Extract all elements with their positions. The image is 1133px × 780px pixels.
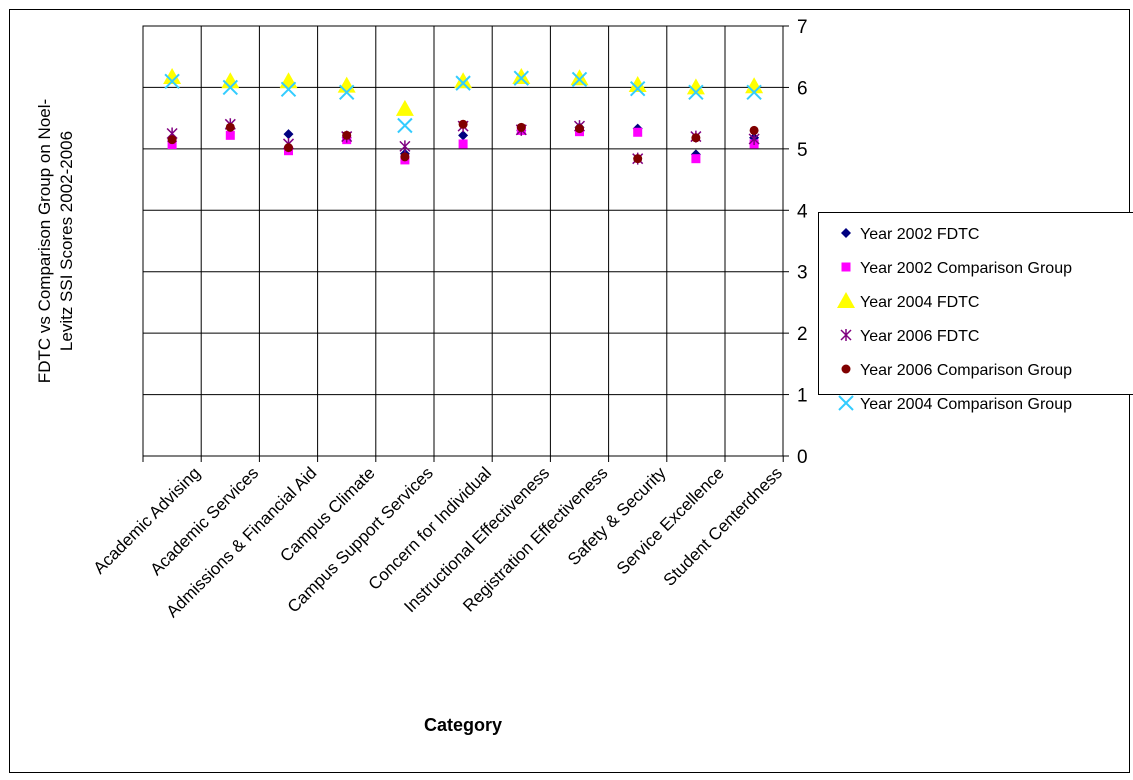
y-axis: 0 1 2 3 4 5 6 7 [783,17,808,468]
data-point-year-2004-comparison-group [513,70,530,86]
data-point-year-2004-fdtc [686,78,705,95]
y-axis-tick-label: 1 [797,386,808,407]
data-point-year-2004-comparison-group [280,81,297,97]
y-axis-tick-label: 6 [797,78,808,99]
data-point-year-2002-fdtc [458,130,469,141]
data-point-year-2006-comparison-group [342,130,352,140]
y-axis-tick-label: 4 [797,201,808,222]
legend-item: Year 2004 FDTC [837,292,979,311]
y-axis-tick-label: 0 [797,447,808,468]
legend-marker-triangle [837,292,855,308]
data-point-year-2004-comparison-group [688,84,704,101]
data-point-year-2006-comparison-group [516,122,526,132]
legend-label: Year 2004 FDTC [860,294,979,311]
plot-area [142,25,784,457]
data-point-year-2004-fdtc [163,67,182,84]
data-point-year-2004-comparison-group [397,117,413,134]
y-axis-tick-label: 2 [797,324,808,345]
data-point-year-2002-comparison-group [458,139,468,149]
data-point-year-2004-comparison-group [338,84,355,101]
legend-item: Year 2004 Comparison Group [838,395,1072,413]
y-axis-tick-label: 3 [797,263,808,284]
x-axis-ticks [142,456,784,462]
legend-marker-star [840,329,852,341]
gridlines [143,26,783,456]
y-axis-title-line-2: Levitz SSI Scores 2002-2006 [57,131,76,351]
data-points [163,67,764,165]
legend-item: Year 2002 Comparison Group [841,260,1072,277]
data-point-year-2006-comparison-group [691,133,701,143]
data-point-year-2004-fdtc [454,72,473,89]
data-point-year-2006-comparison-group [749,125,759,135]
legend-label: Year 2006 FDTC [860,328,979,345]
data-point-year-2004-fdtc [395,99,414,116]
data-point-year-2006-comparison-group [633,154,643,164]
data-point-year-2006-comparison-group [284,143,293,153]
y-axis-tick-label: 5 [797,140,808,161]
y-axis-tick-label: 7 [797,17,808,38]
data-point-year-2002-comparison-group [225,130,235,140]
data-point-year-2006-comparison-group [167,135,177,145]
data-point-year-2006-comparison-group [575,124,584,134]
data-point-year-2004-comparison-group [629,80,646,97]
legend-marker-x [838,395,854,411]
legend-marker-diamond [841,228,851,238]
legend-label: Year 2004 Comparison Group [860,396,1072,413]
data-point-year-2004-comparison-group [571,71,588,88]
data-point-year-2004-fdtc [570,69,589,86]
legend-label: Year 2006 Comparison Group [860,362,1072,379]
x-axis-title: Category [424,715,502,735]
data-point-year-2002-fdtc [283,129,294,140]
data-point-year-2004-fdtc [628,75,647,92]
y-axis-title-line-1: FDTC vs Comparison Group on Noel- [35,99,54,383]
legend-item: Year 2002 FDTC [841,226,979,243]
legend: Year 2002 FDTC Year 2002 Comparison Group… [837,226,1072,413]
data-point-year-2006-comparison-group [225,122,235,132]
legend-item: Year 2006 FDTC [840,328,979,345]
data-point-year-2004-fdtc [512,67,531,84]
data-point-year-2006-comparison-group [458,119,468,129]
data-point-year-2002-comparison-group [167,140,177,150]
data-point-year-2002-comparison-group [633,127,643,137]
data-point-year-2006-fdtc [399,140,411,153]
data-point-year-2004-comparison-group [455,75,471,91]
data-point-year-2006-fdtc [748,133,760,146]
legend-marker-square [841,262,851,272]
legend-marker-circle [841,364,851,374]
legend-label: Year 2002 FDTC [860,226,979,243]
data-point-year-2006-comparison-group [400,152,410,162]
data-point-year-2004-comparison-group [222,79,239,96]
data-point-year-2004-comparison-group [746,84,762,101]
data-point-year-2004-comparison-group [164,73,180,89]
legend-box [818,212,1133,395]
legend-item: Year 2006 Comparison Group [841,362,1072,379]
legend-label: Year 2002 Comparison Group [860,260,1072,277]
data-point-year-2002-comparison-group [691,154,701,164]
